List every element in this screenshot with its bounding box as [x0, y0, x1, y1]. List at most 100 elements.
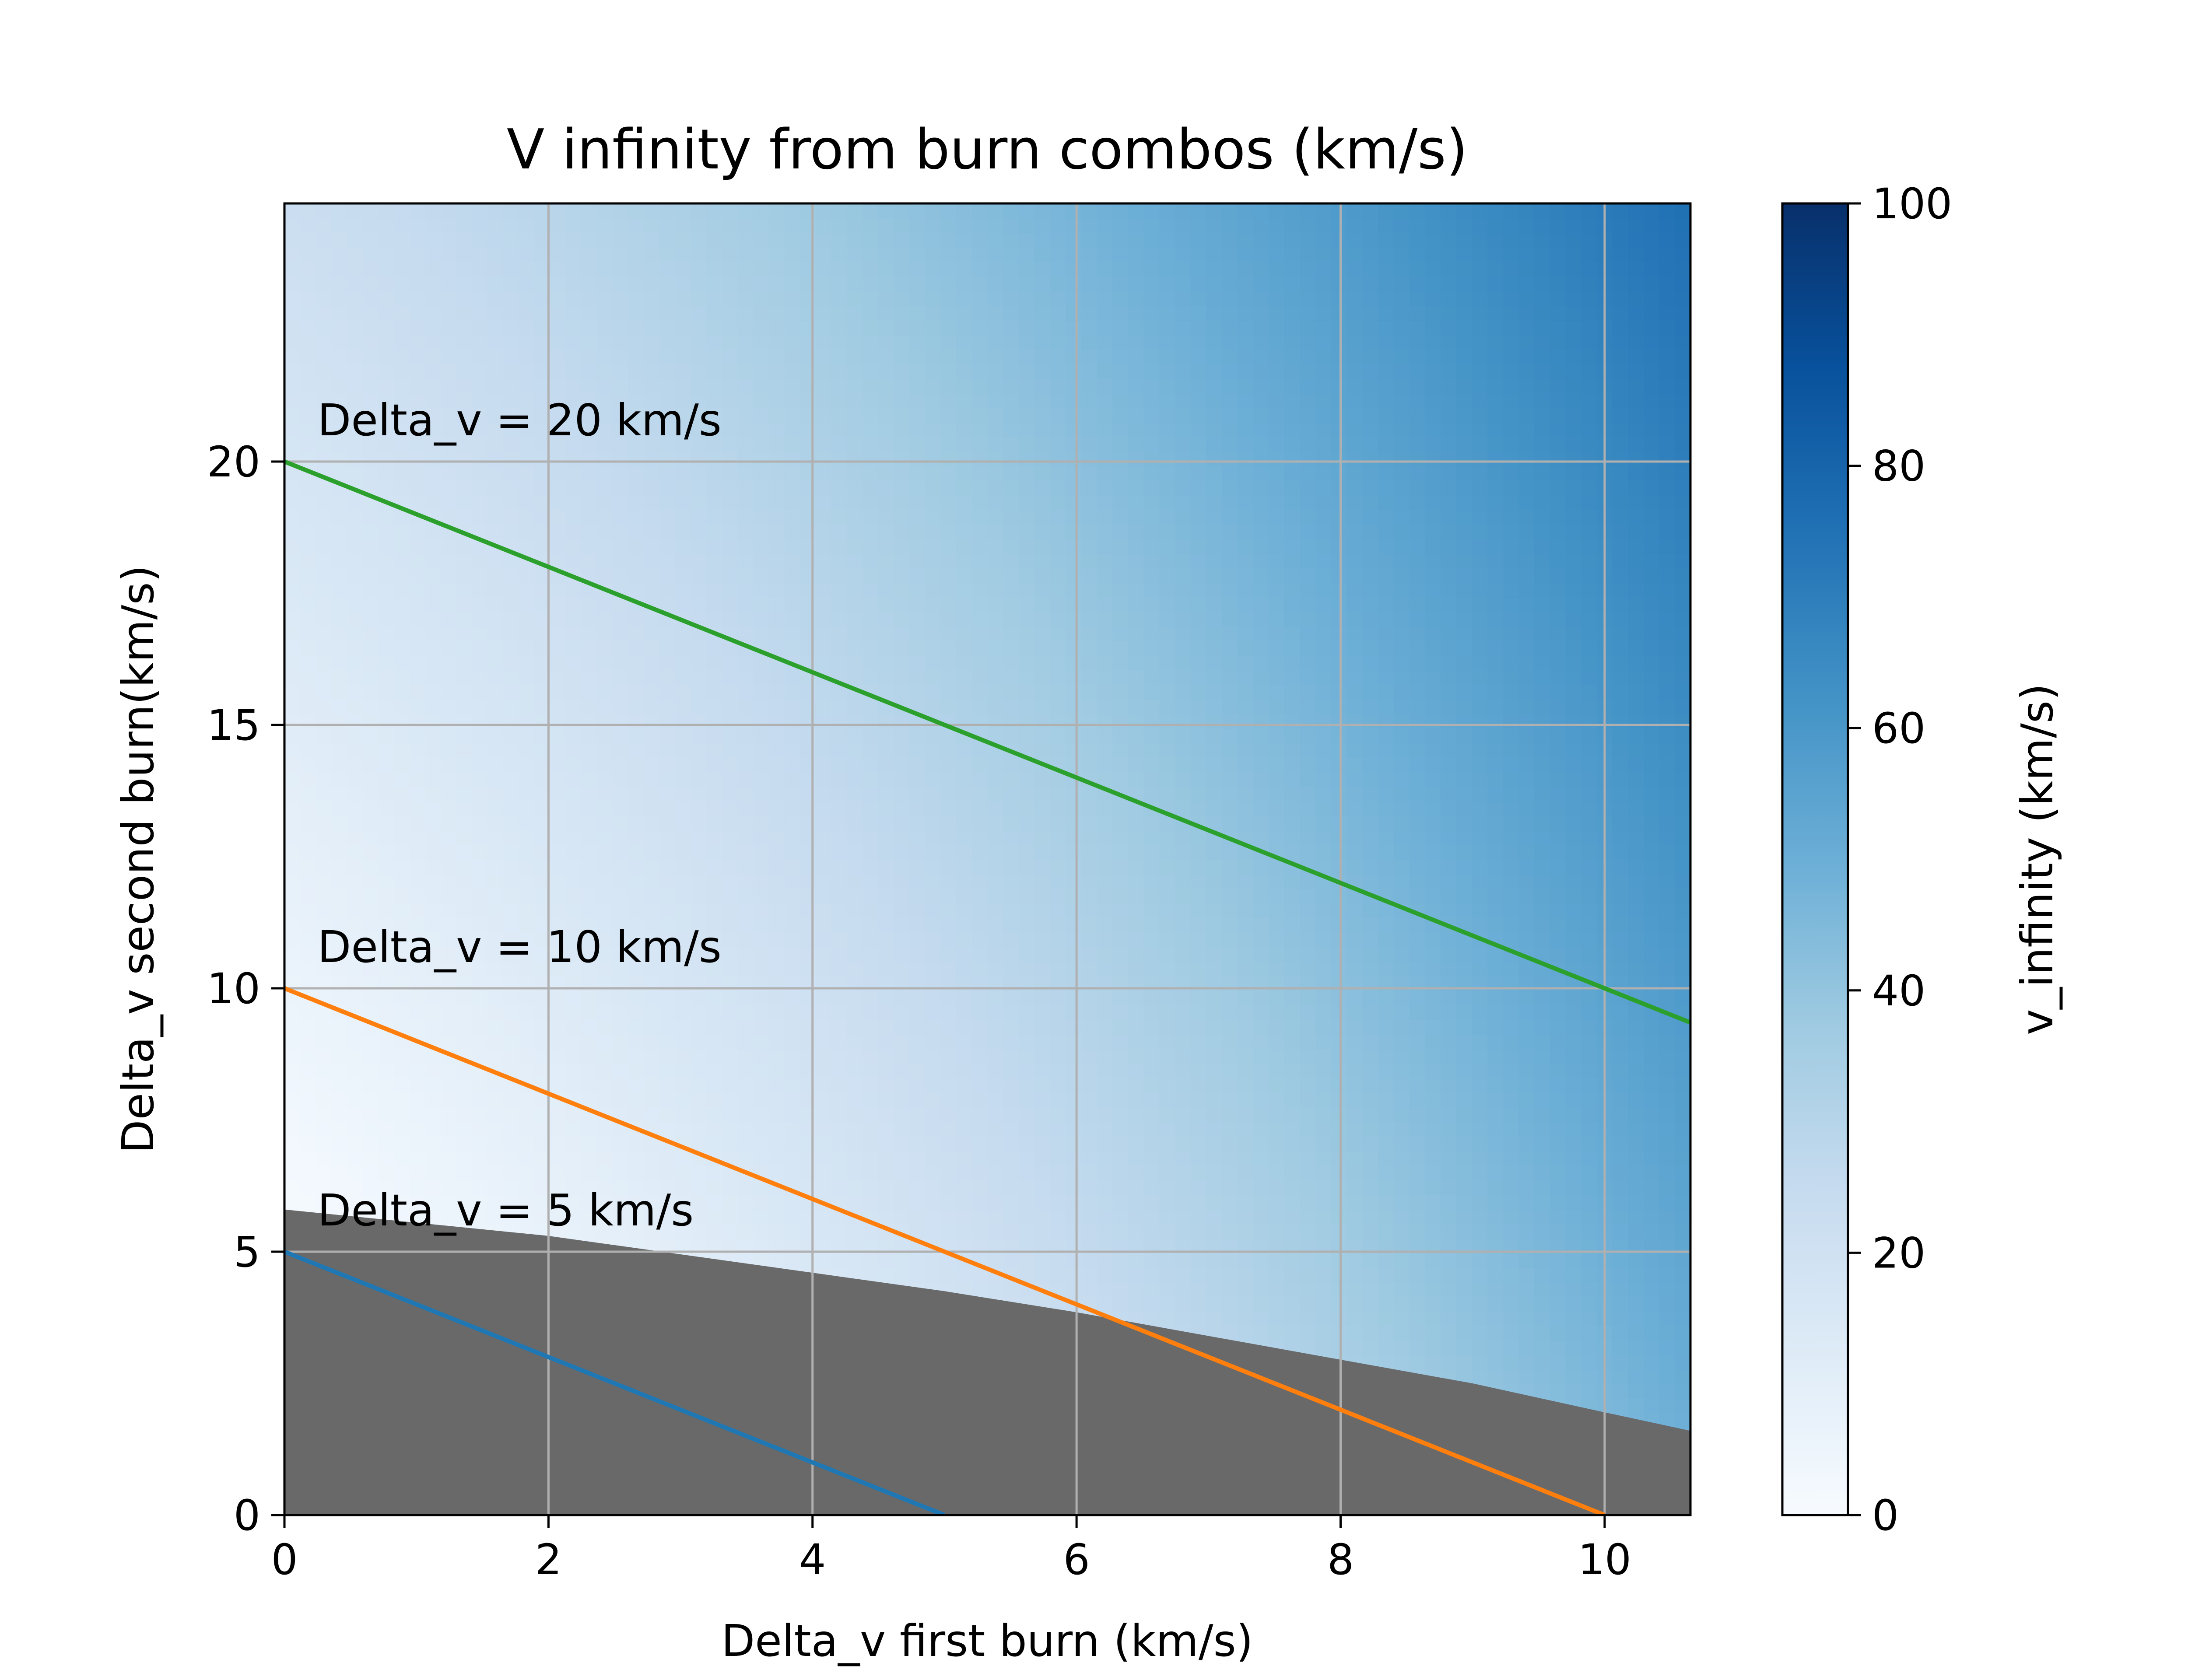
heatmap-cell	[956, 684, 973, 700]
heatmap-cell	[1112, 1180, 1129, 1195]
heatmap-cell	[425, 276, 442, 292]
heatmap-cell	[393, 378, 410, 394]
heatmap-cell	[659, 407, 676, 423]
heatmap-cell	[1034, 305, 1051, 321]
heatmap-cell	[925, 480, 941, 496]
heatmap-cell	[971, 1049, 988, 1064]
heatmap-cell	[456, 262, 473, 277]
heatmap-cell	[831, 539, 848, 554]
heatmap-cell	[847, 1078, 863, 1093]
heatmap-cell	[1097, 874, 1113, 889]
heatmap-cell	[597, 451, 614, 467]
heatmap-cell	[644, 669, 660, 685]
heatmap-cell	[1034, 1005, 1051, 1020]
heatmap-cell	[393, 247, 410, 262]
heatmap-cell	[597, 553, 614, 569]
heatmap-cell	[768, 1034, 785, 1050]
heatmap-cell	[862, 276, 879, 292]
heatmap-cell	[487, 757, 504, 773]
heatmap-cell	[909, 247, 926, 262]
heatmap-cell	[316, 932, 332, 948]
heatmap-cell	[815, 626, 832, 641]
heatmap-cell	[815, 203, 832, 219]
heatmap-cell	[409, 844, 426, 860]
heatmap-cell	[659, 539, 676, 554]
heatmap-cell	[987, 655, 1004, 671]
heatmap-cell	[1112, 1019, 1129, 1035]
heatmap-cell	[925, 1267, 941, 1283]
heatmap-cell	[331, 305, 348, 321]
heatmap-cell	[768, 844, 785, 860]
heatmap-cell	[706, 1005, 723, 1020]
heatmap-cell	[597, 669, 614, 685]
heatmap-cell	[565, 509, 582, 525]
heatmap-cell	[737, 1107, 754, 1123]
heatmap-cell	[362, 567, 379, 583]
heatmap-cell	[597, 684, 614, 700]
heatmap-cell	[519, 539, 535, 554]
heatmap-cell	[659, 422, 676, 438]
heatmap-cell	[847, 757, 863, 773]
heatmap-cell	[378, 349, 395, 364]
heatmap-cell	[409, 946, 426, 962]
heatmap-cell	[284, 1194, 301, 1210]
heatmap-cell	[487, 305, 504, 321]
heatmap-cell	[503, 961, 519, 976]
heatmap-cell	[409, 305, 426, 321]
heatmap-cell	[987, 436, 1004, 452]
heatmap-cell	[768, 290, 785, 306]
heatmap-cell	[800, 524, 817, 539]
heatmap-cell	[1097, 917, 1113, 933]
heatmap-cell	[331, 232, 348, 248]
heatmap-cell	[1081, 422, 1098, 438]
heatmap-cell	[706, 1107, 723, 1123]
heatmap-cell	[472, 378, 488, 394]
heatmap-cell	[862, 830, 879, 846]
heatmap-cell	[971, 699, 988, 714]
heatmap-cell	[519, 247, 535, 262]
heatmap-cell	[487, 786, 504, 802]
heatmap-cell	[940, 903, 957, 918]
heatmap-cell	[425, 772, 442, 787]
heatmap-cell	[503, 1107, 519, 1123]
heatmap-cell	[1097, 247, 1113, 262]
heatmap-cell	[675, 684, 691, 700]
heatmap-cell	[768, 1121, 785, 1137]
heatmap-cell	[1081, 699, 1098, 714]
heatmap-cell	[1097, 567, 1113, 583]
heatmap-cell	[1097, 684, 1113, 700]
heatmap-cell	[550, 640, 567, 656]
heatmap-cell	[1081, 1136, 1098, 1152]
heatmap-cell	[956, 1180, 973, 1195]
heatmap-cell	[347, 990, 363, 1006]
heatmap-cell	[800, 305, 817, 321]
heatmap-cell	[409, 393, 426, 408]
heatmap-cell	[768, 786, 785, 802]
heatmap-cell	[628, 203, 645, 219]
heatmap-cell	[691, 786, 707, 802]
heatmap-cell	[956, 816, 973, 831]
heatmap-cell	[1143, 1005, 1160, 1020]
heatmap-cell	[1018, 378, 1035, 394]
heatmap-cell	[1003, 203, 1020, 219]
heatmap-cell	[987, 1180, 1004, 1195]
heatmap-cell	[1143, 1121, 1160, 1137]
heatmap-cell	[784, 844, 801, 860]
heatmap-cell	[1003, 801, 1020, 816]
heatmap-cell	[737, 509, 754, 525]
heatmap-cell	[847, 1121, 863, 1137]
heatmap-cell	[284, 816, 301, 831]
heatmap-cell	[347, 597, 363, 612]
heatmap-cell	[987, 801, 1004, 816]
heatmap-cell	[784, 262, 801, 277]
heatmap-cell	[472, 567, 488, 583]
heatmap-cell	[300, 320, 316, 336]
heatmap-cell	[1050, 611, 1066, 627]
heatmap-cell	[878, 524, 894, 539]
heatmap-cell	[894, 1034, 910, 1050]
heatmap-cell	[659, 1223, 676, 1239]
heatmap-cell	[940, 1223, 957, 1239]
heatmap-cell	[331, 655, 348, 671]
heatmap-cell	[722, 772, 738, 787]
heatmap-cell	[971, 1151, 988, 1166]
